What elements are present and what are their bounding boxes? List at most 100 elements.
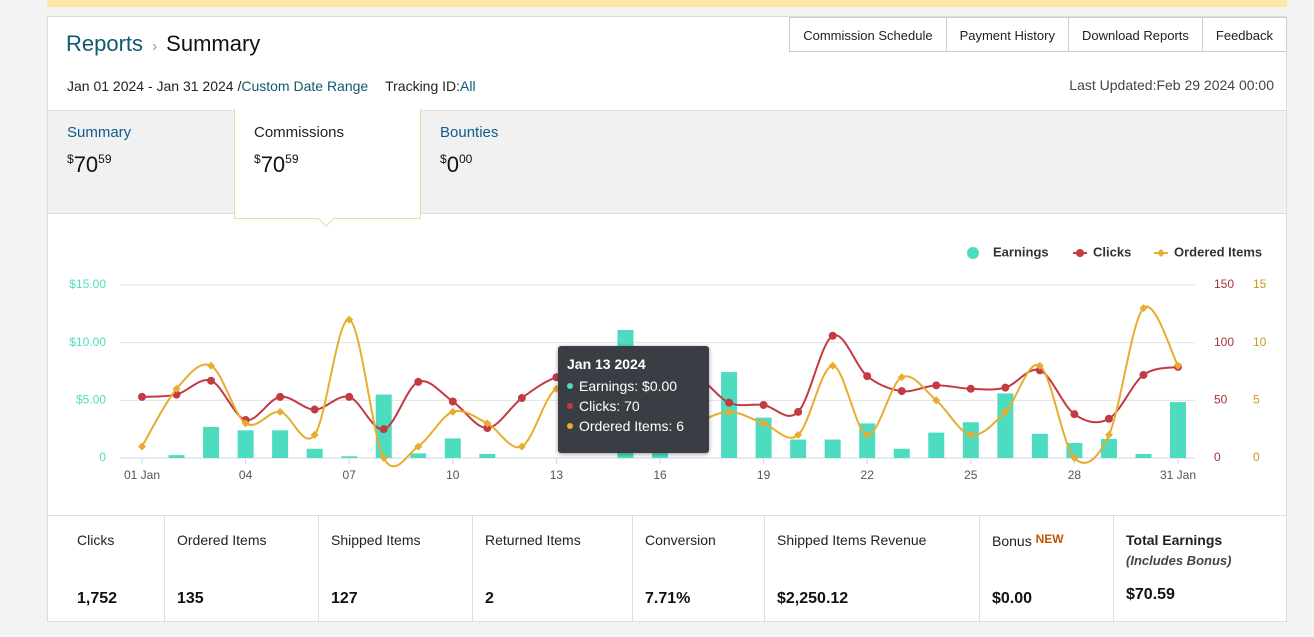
tab-name: Summary	[67, 124, 132, 141]
y-tick-label: 15	[1253, 277, 1267, 291]
marker	[138, 442, 146, 451]
x-tick-label: 25	[964, 468, 978, 482]
marker	[794, 430, 803, 439]
bar	[928, 432, 945, 458]
marker	[483, 424, 492, 433]
stat-label: Ordered Items	[177, 532, 306, 548]
marker	[172, 384, 181, 393]
tab-amount: $7059	[67, 152, 131, 178]
date-line: Jan 01 2024 - Jan 31 2024 /Custom Date R…	[67, 78, 476, 94]
summary-tab[interactable]: Summary $7059	[67, 124, 131, 178]
marker	[1070, 454, 1079, 462]
stat: Clicks 1,752	[48, 516, 165, 622]
stat-label-text: Conversion	[645, 532, 716, 548]
stat-label-text: Bonus	[992, 533, 1032, 549]
stat-label: Shipped Items	[331, 532, 460, 548]
bar	[1100, 438, 1117, 458]
tooltip-title: Jan 13 2024	[567, 356, 646, 372]
marker	[966, 430, 975, 439]
bar	[410, 453, 427, 458]
stat-label: Bonus NEW	[992, 532, 1101, 549]
y-tick-label: 0	[1214, 450, 1221, 464]
tooltip-line: Clicks: 70	[567, 398, 700, 414]
stat-label-text: Ordered Items	[177, 532, 267, 548]
marker	[1035, 361, 1044, 370]
breadcrumb-link[interactable]: Reports	[66, 31, 144, 56]
date-range: Jan 01 2024 - Jan 31 2024 /	[67, 78, 242, 94]
marker	[1070, 410, 1079, 419]
marker	[345, 392, 354, 401]
stat-value: 2	[485, 590, 494, 607]
marker	[863, 430, 872, 439]
tab-name: Commissions	[254, 124, 345, 141]
y-tick-label: 5	[1253, 393, 1260, 407]
legend-marker	[1076, 249, 1084, 257]
summary-tab[interactable]: Commissions $7059	[254, 124, 344, 178]
stat-label: Shipped Items Revenue	[777, 532, 967, 548]
marker	[276, 392, 285, 401]
marker	[966, 384, 975, 393]
currency: $	[67, 152, 74, 166]
action-button[interactable]: Commission Schedule	[789, 17, 947, 52]
stat: Ordered Items 135	[165, 516, 319, 622]
stat-note: (Includes Bonus)	[1126, 553, 1232, 568]
x-tick-label: 19	[757, 468, 771, 482]
marker	[414, 442, 423, 451]
tooltip-text: Ordered Items: 6	[579, 418, 685, 434]
marker	[517, 394, 526, 403]
marker	[725, 407, 734, 416]
marker	[379, 454, 388, 462]
page-title: Summary	[166, 31, 261, 56]
cents: 00	[458, 152, 473, 166]
marker	[932, 396, 941, 405]
legend-label[interactable]: Ordered Items	[1174, 244, 1262, 259]
tracking-value[interactable]: All	[460, 78, 476, 94]
legend-marker	[1157, 249, 1165, 257]
bar	[893, 448, 910, 458]
bar	[652, 452, 668, 458]
bar	[237, 430, 254, 458]
action-button[interactable]: Payment History	[945, 17, 1069, 52]
bar	[1031, 433, 1048, 458]
marker	[794, 407, 803, 416]
action-buttons: Commission Schedule Payment History Downlo…	[789, 17, 1287, 52]
tooltip-text: Earnings: $0.00	[579, 378, 678, 394]
action-button[interactable]: Download Reports	[1067, 17, 1203, 52]
stat-label-text: Total Earnings	[1126, 532, 1223, 548]
tooltip-line: Earnings: $0.00	[567, 378, 700, 394]
legend-label[interactable]: Earnings	[993, 244, 1049, 259]
marker	[725, 398, 734, 407]
x-tick-label: 10	[446, 468, 460, 482]
x-tick-label: 01 Jan	[124, 468, 160, 482]
bar	[444, 438, 461, 458]
stat-value: $70.59	[1126, 586, 1175, 603]
marker	[1174, 361, 1182, 370]
tab-amount: $7059	[254, 152, 344, 178]
stat: Returned Items 2	[473, 516, 633, 622]
marker	[310, 430, 319, 439]
summary-tab[interactable]: Bounties $000	[440, 124, 498, 178]
marker	[828, 361, 837, 370]
legend-label[interactable]: Clicks	[1093, 244, 1131, 259]
stat-label-text: Shipped Items Revenue	[777, 532, 927, 548]
tooltip-dot	[567, 403, 573, 409]
action-button[interactable]: Feedback	[1201, 17, 1287, 52]
marker	[345, 315, 354, 324]
bar	[824, 439, 841, 458]
bar	[1066, 443, 1083, 458]
stat-label: Total Earnings	[1126, 532, 1274, 548]
notice-bar	[47, 0, 1287, 7]
bar	[962, 422, 979, 458]
legend-marker	[967, 247, 979, 259]
bar	[790, 439, 807, 458]
x-tick-label: 22	[861, 468, 875, 482]
x-tick-label: 04	[239, 468, 253, 482]
date-link[interactable]: Custom Date Range	[241, 78, 369, 94]
tab-name: Bounties	[440, 124, 499, 141]
marker	[897, 387, 906, 396]
bar	[341, 456, 358, 458]
stat-value: 127	[331, 590, 358, 607]
marker	[1104, 414, 1113, 423]
marker	[448, 397, 457, 406]
